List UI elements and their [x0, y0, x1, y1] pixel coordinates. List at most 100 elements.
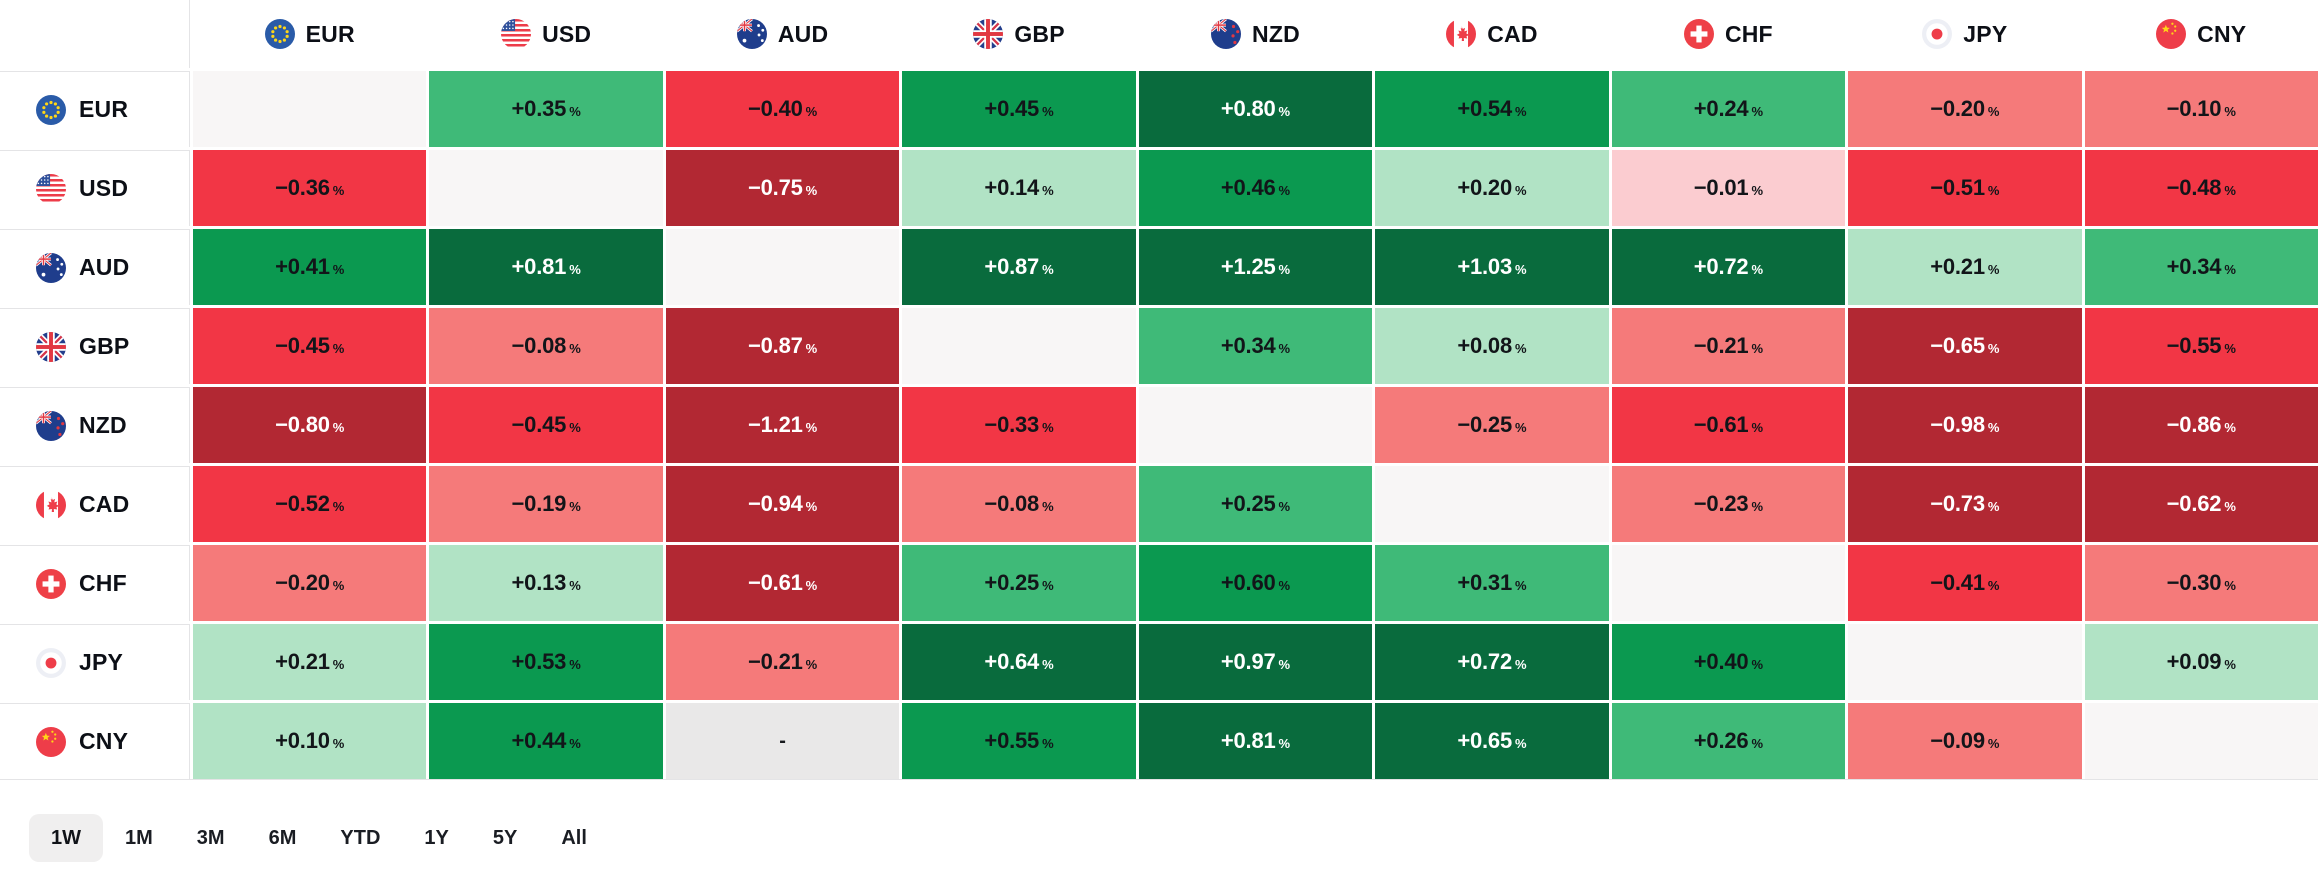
- matrix-cell-AUD-CNY[interactable]: +0.34%: [2084, 229, 2318, 305]
- column-header-NZD[interactable]: NZD: [1138, 0, 1373, 68]
- timeframe-button-6M[interactable]: 6M: [247, 814, 319, 862]
- matrix-cell-CNY-CHF[interactable]: +0.26%: [1611, 703, 1846, 779]
- timeframe-button-1Y[interactable]: 1Y: [402, 814, 470, 862]
- matrix-cell-CHF-AUD[interactable]: −0.61%: [665, 545, 900, 621]
- matrix-cell-USD-EUR[interactable]: −0.36%: [193, 150, 427, 226]
- column-header-JPY[interactable]: JPY: [1848, 0, 2082, 68]
- matrix-cell-GBP-EUR[interactable]: −0.45%: [193, 308, 427, 384]
- matrix-cell-AUD-CHF[interactable]: +0.72%: [1611, 229, 1846, 305]
- matrix-cell-USD-NZD[interactable]: +0.46%: [1138, 150, 1373, 226]
- timeframe-button-3M[interactable]: 3M: [175, 814, 247, 862]
- matrix-cell-EUR-GBP[interactable]: +0.45%: [902, 71, 1136, 147]
- matrix-cell-USD-GBP[interactable]: +0.14%: [902, 150, 1136, 226]
- matrix-cell-AUD-USD[interactable]: +0.81%: [429, 229, 663, 305]
- row-header-GBP[interactable]: GBP: [0, 308, 190, 384]
- matrix-cell-CAD-NZD[interactable]: +0.25%: [1138, 466, 1373, 542]
- matrix-cell-CNY-USD[interactable]: +0.44%: [429, 703, 663, 779]
- column-header-AUD[interactable]: AUD: [665, 0, 900, 68]
- timeframe-button-YTD[interactable]: YTD: [318, 814, 402, 862]
- matrix-cell-CAD-CNY[interactable]: −0.62%: [2084, 466, 2318, 542]
- row-header-USD[interactable]: USD: [0, 150, 190, 226]
- matrix-cell-CAD-EUR[interactable]: −0.52%: [193, 466, 427, 542]
- matrix-cell-CHF-GBP[interactable]: +0.25%: [902, 545, 1136, 621]
- matrix-cell-NZD-CNY[interactable]: −0.86%: [2084, 387, 2318, 463]
- matrix-cell-NZD-EUR[interactable]: −0.80%: [193, 387, 427, 463]
- column-header-USD[interactable]: USD: [429, 0, 663, 68]
- row-header-EUR[interactable]: EUR: [0, 71, 190, 147]
- matrix-cell-USD-JPY[interactable]: −0.51%: [1848, 150, 2082, 226]
- matrix-cell-GBP-CAD[interactable]: +0.08%: [1375, 308, 1609, 384]
- matrix-cell-EUR-USD[interactable]: +0.35%: [429, 71, 663, 147]
- matrix-cell-EUR-AUD[interactable]: −0.40%: [665, 71, 900, 147]
- matrix-cell-CNY-EUR[interactable]: +0.10%: [193, 703, 427, 779]
- row-header-CNY[interactable]: CNY: [0, 703, 190, 779]
- matrix-cell-GBP-JPY[interactable]: −0.65%: [1848, 308, 2082, 384]
- matrix-cell-AUD-JPY[interactable]: +0.21%: [1848, 229, 2082, 305]
- matrix-cell-CHF-EUR[interactable]: −0.20%: [193, 545, 427, 621]
- matrix-cell-NZD-CAD[interactable]: −0.25%: [1375, 387, 1609, 463]
- column-header-EUR[interactable]: EUR: [193, 0, 427, 68]
- matrix-cell-CHF-JPY[interactable]: −0.41%: [1848, 545, 2082, 621]
- matrix-cell-CNY-GBP[interactable]: +0.55%: [902, 703, 1136, 779]
- matrix-cell-NZD-JPY[interactable]: −0.98%: [1848, 387, 2082, 463]
- jp-flag-icon: [36, 647, 66, 678]
- matrix-cell-AUD-EUR[interactable]: +0.41%: [193, 229, 427, 305]
- column-header-GBP[interactable]: GBP: [902, 0, 1136, 68]
- matrix-cell-CAD-USD[interactable]: −0.19%: [429, 466, 663, 542]
- matrix-cell-NZD-GBP[interactable]: −0.33%: [902, 387, 1136, 463]
- matrix-cell-JPY-NZD[interactable]: +0.97%: [1138, 624, 1373, 700]
- timeframe-button-1W[interactable]: 1W: [29, 814, 103, 862]
- matrix-cell-CHF-NZD[interactable]: +0.60%: [1138, 545, 1373, 621]
- matrix-cell-CAD-GBP[interactable]: −0.08%: [902, 466, 1136, 542]
- matrix-cell-JPY-EUR[interactable]: +0.21%: [193, 624, 427, 700]
- matrix-cell-GBP-CHF[interactable]: −0.21%: [1611, 308, 1846, 384]
- matrix-cell-JPY-CNY[interactable]: +0.09%: [2084, 624, 2318, 700]
- matrix-cell-NZD-USD[interactable]: −0.45%: [429, 387, 663, 463]
- matrix-cell-EUR-CAD[interactable]: +0.54%: [1375, 71, 1609, 147]
- matrix-cell-JPY-CAD[interactable]: +0.72%: [1375, 624, 1609, 700]
- matrix-cell-JPY-USD[interactable]: +0.53%: [429, 624, 663, 700]
- matrix-cell-EUR-CNY[interactable]: −0.10%: [2084, 71, 2318, 147]
- matrix-cell-CNY-JPY[interactable]: −0.09%: [1848, 703, 2082, 779]
- timeframe-button-1M[interactable]: 1M: [103, 814, 175, 862]
- row-header-CHF[interactable]: CHF: [0, 545, 190, 621]
- matrix-cell-AUD-CAD[interactable]: +1.03%: [1375, 229, 1609, 305]
- column-header-CHF[interactable]: CHF: [1611, 0, 1846, 68]
- matrix-cell-AUD-GBP[interactable]: +0.87%: [902, 229, 1136, 305]
- matrix-cell-CNY-CAD[interactable]: +0.65%: [1375, 703, 1609, 779]
- matrix-cell-CAD-AUD[interactable]: −0.94%: [665, 466, 900, 542]
- matrix-cell-USD-CHF[interactable]: −0.01%: [1611, 150, 1846, 226]
- percent-sign: %: [1278, 657, 1291, 672]
- matrix-cell-GBP-AUD[interactable]: −0.87%: [665, 308, 900, 384]
- column-header-CNY[interactable]: CNY: [2084, 0, 2318, 68]
- row-header-CAD[interactable]: CAD: [0, 466, 190, 542]
- row-header-JPY[interactable]: JPY: [0, 624, 190, 700]
- matrix-cell-NZD-CHF[interactable]: −0.61%: [1611, 387, 1846, 463]
- matrix-cell-CHF-CAD[interactable]: +0.31%: [1375, 545, 1609, 621]
- row-header-NZD[interactable]: NZD: [0, 387, 190, 463]
- matrix-cell-USD-CAD[interactable]: +0.20%: [1375, 150, 1609, 226]
- timeframe-button-5Y[interactable]: 5Y: [471, 814, 539, 862]
- matrix-cell-CNY-NZD[interactable]: +0.81%: [1138, 703, 1373, 779]
- matrix-cell-JPY-AUD[interactable]: −0.21%: [665, 624, 900, 700]
- column-header-CAD[interactable]: CAD: [1375, 0, 1609, 68]
- row-header-AUD[interactable]: AUD: [0, 229, 190, 305]
- matrix-cell-GBP-NZD[interactable]: +0.34%: [1138, 308, 1373, 384]
- matrix-cell-JPY-GBP[interactable]: +0.64%: [902, 624, 1136, 700]
- matrix-cell-CHF-CNY[interactable]: −0.30%: [2084, 545, 2318, 621]
- matrix-cell-USD-CNY[interactable]: −0.48%: [2084, 150, 2318, 226]
- matrix-cell-GBP-USD[interactable]: −0.08%: [429, 308, 663, 384]
- matrix-cell-CHF-USD[interactable]: +0.13%: [429, 545, 663, 621]
- matrix-cell-EUR-JPY[interactable]: −0.20%: [1848, 71, 2082, 147]
- matrix-cell-AUD-NZD[interactable]: +1.25%: [1138, 229, 1373, 305]
- matrix-cell-JPY-CHF[interactable]: +0.40%: [1611, 624, 1846, 700]
- matrix-cell-GBP-CNY[interactable]: −0.55%: [2084, 308, 2318, 384]
- cell-value: +0.20: [1457, 175, 1512, 200]
- matrix-cell-CAD-JPY[interactable]: −0.73%: [1848, 466, 2082, 542]
- matrix-cell-USD-AUD[interactable]: −0.75%: [665, 150, 900, 226]
- timeframe-button-All[interactable]: All: [539, 814, 609, 862]
- matrix-cell-EUR-NZD[interactable]: +0.80%: [1138, 71, 1373, 147]
- matrix-cell-EUR-CHF[interactable]: +0.24%: [1611, 71, 1846, 147]
- matrix-cell-CAD-CHF[interactable]: −0.23%: [1611, 466, 1846, 542]
- matrix-cell-NZD-AUD[interactable]: −1.21%: [665, 387, 900, 463]
